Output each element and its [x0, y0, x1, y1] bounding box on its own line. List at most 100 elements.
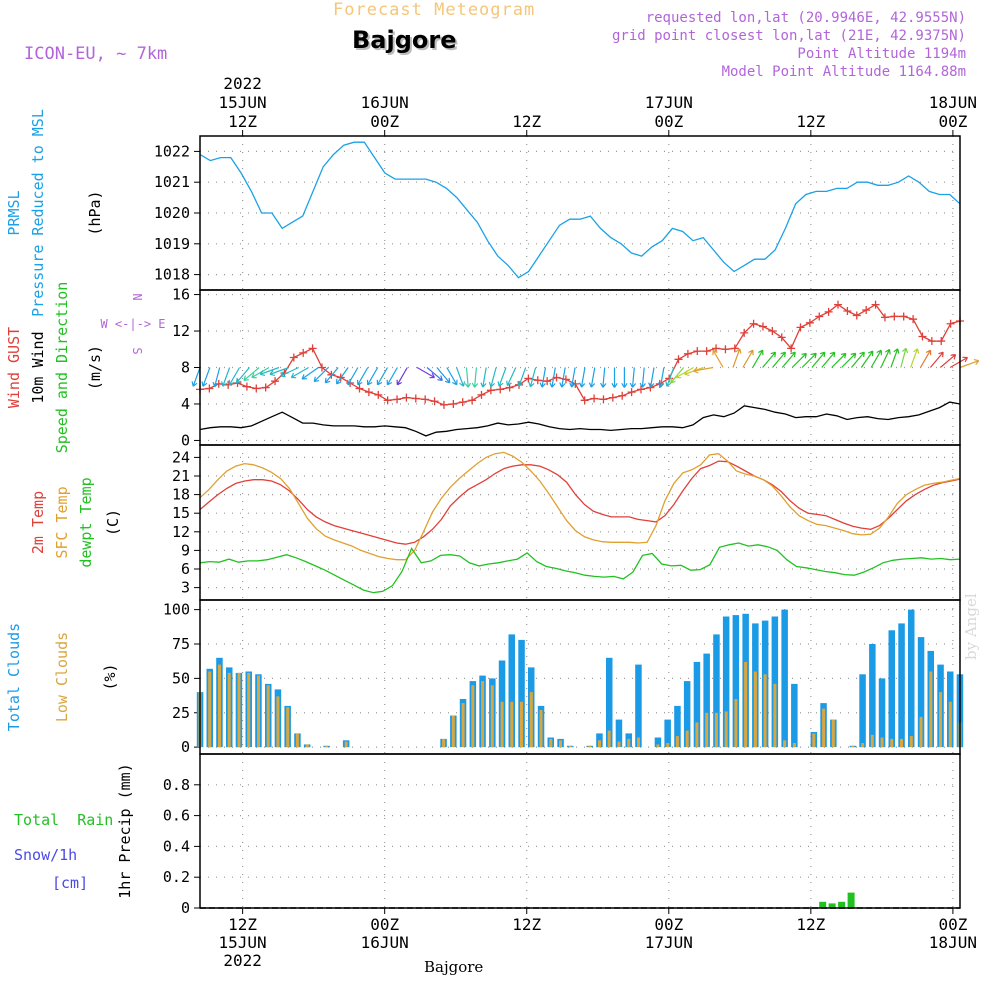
gust-marker — [242, 382, 251, 391]
wind-direction-arrow — [712, 349, 724, 368]
model-label: ICON-EU, ~ 7km — [24, 44, 168, 64]
total-cloud-bar — [683, 681, 691, 748]
gust-marker — [289, 353, 298, 362]
info-point-altitude: Point Altitude 1194m — [797, 46, 966, 62]
y-tick-label: 50 — [172, 669, 190, 687]
wind-direction-arrow — [386, 367, 398, 386]
bottom-time-label: 12Z — [228, 915, 257, 934]
y-tick-label: 0.4 — [163, 837, 190, 855]
top-time-label: 00Z — [370, 112, 399, 131]
low-cloud-bar — [490, 685, 494, 748]
low-cloud-bar — [539, 710, 543, 748]
gust-marker — [683, 349, 692, 358]
low-cloud-bar — [559, 740, 562, 748]
bottom-time-label: 00Z — [370, 915, 399, 934]
gust-marker — [758, 322, 767, 331]
total-cloud-bar — [859, 674, 866, 748]
gust-marker — [599, 395, 608, 404]
total-cloud-bar — [878, 678, 886, 748]
gust-marker — [364, 388, 373, 397]
precip-legend-item: [cm] — [52, 874, 88, 892]
wind-direction-arrow — [629, 367, 637, 388]
y-tick-label: 24 — [172, 448, 190, 466]
wind-direction-arrow — [517, 367, 527, 387]
gust-marker — [740, 328, 749, 337]
y-tick-label: 100 — [163, 601, 190, 619]
wind-direction-arrow — [569, 367, 576, 388]
wind-direction-arrow — [648, 367, 655, 388]
low-cloud-bar — [744, 661, 748, 748]
wind-direction-arrow — [497, 367, 507, 387]
wind-direction-arrow — [324, 367, 339, 384]
low-cloud-bar — [783, 740, 787, 748]
wind-direction-arrow — [488, 367, 497, 388]
wind-direction-arrow — [416, 366, 436, 379]
rain-bar — [838, 901, 846, 908]
gust-marker — [374, 390, 383, 399]
bottom-time-label: 00Z — [654, 915, 683, 934]
gust-marker — [580, 396, 589, 405]
wind-direction-arrow — [191, 367, 201, 387]
wind-direction-arrow — [588, 367, 596, 388]
gust-marker — [411, 394, 420, 403]
total-cloud-bar — [888, 630, 895, 748]
gust-marker — [496, 385, 505, 394]
y-tick-label: 18 — [172, 486, 190, 504]
gust-marker — [749, 319, 758, 328]
gust-marker — [646, 383, 655, 392]
gust-marker — [317, 363, 326, 372]
low-cloud-bar — [890, 738, 894, 748]
gust-marker — [421, 395, 430, 404]
rain-bar — [819, 901, 827, 908]
gust-marker — [805, 318, 814, 327]
gust-marker — [674, 355, 683, 364]
low-cloud-bar — [266, 685, 270, 748]
wind-direction-arrow — [693, 366, 714, 374]
low-cloud-bar — [325, 745, 329, 748]
wind-direction-arrow — [841, 352, 857, 368]
panel-label: Low Clouds — [53, 632, 71, 722]
low-cloud-bar — [276, 696, 280, 748]
low-cloud-bar — [753, 671, 757, 748]
bottom-time-label: 12Z — [512, 915, 541, 934]
total-cloud-bar — [635, 664, 642, 748]
top-time-label: 12Z — [796, 112, 825, 131]
wind-direction-arrow — [600, 367, 607, 388]
low-cloud-bar — [714, 712, 718, 748]
panel-label: SFC Temp — [53, 486, 71, 558]
low-cloud-bar — [763, 674, 767, 748]
gust-marker — [946, 319, 955, 328]
low-cloud-bar — [861, 743, 865, 748]
gust-marker — [299, 348, 308, 357]
panel-label: (m/s) — [86, 345, 104, 390]
series-line-2m-temp — [199, 460, 961, 545]
wind-direction-arrow — [456, 367, 466, 387]
panel-label: dewpt Temp — [77, 477, 95, 567]
series-line-sfc-temp — [199, 451, 961, 561]
y-tick-label: 1022 — [154, 142, 190, 160]
y-tick-label: 1021 — [154, 173, 190, 191]
low-cloud-bar — [247, 672, 251, 748]
wind-direction-arrow — [347, 367, 359, 386]
gust-marker — [393, 395, 402, 404]
y-tick-label: 12 — [172, 322, 190, 340]
wind-direction-arrow — [880, 348, 891, 368]
low-cloud-bar — [218, 664, 221, 748]
wind-direction-arrow — [870, 349, 882, 368]
panel-label: (%) — [101, 663, 119, 690]
y-tick-label: 21 — [172, 467, 190, 485]
series-line-10m-wind — [199, 401, 961, 437]
series-line-wind-gust — [199, 303, 961, 406]
gust-marker — [768, 327, 777, 336]
info-model-altitude: Model Point Altitude 1164.88m — [721, 64, 966, 80]
low-cloud-bar — [607, 730, 611, 748]
wind-direction-arrow — [280, 366, 299, 378]
wind-direction-arrow — [559, 367, 566, 388]
panel-frame — [199, 289, 961, 446]
gust-marker — [618, 391, 627, 400]
wind-direction-arrow — [506, 367, 517, 387]
top-time-label: 17JUN — [645, 93, 693, 112]
low-cloud-bar — [666, 743, 670, 748]
bottom-time-label: 15JUN — [219, 933, 267, 952]
